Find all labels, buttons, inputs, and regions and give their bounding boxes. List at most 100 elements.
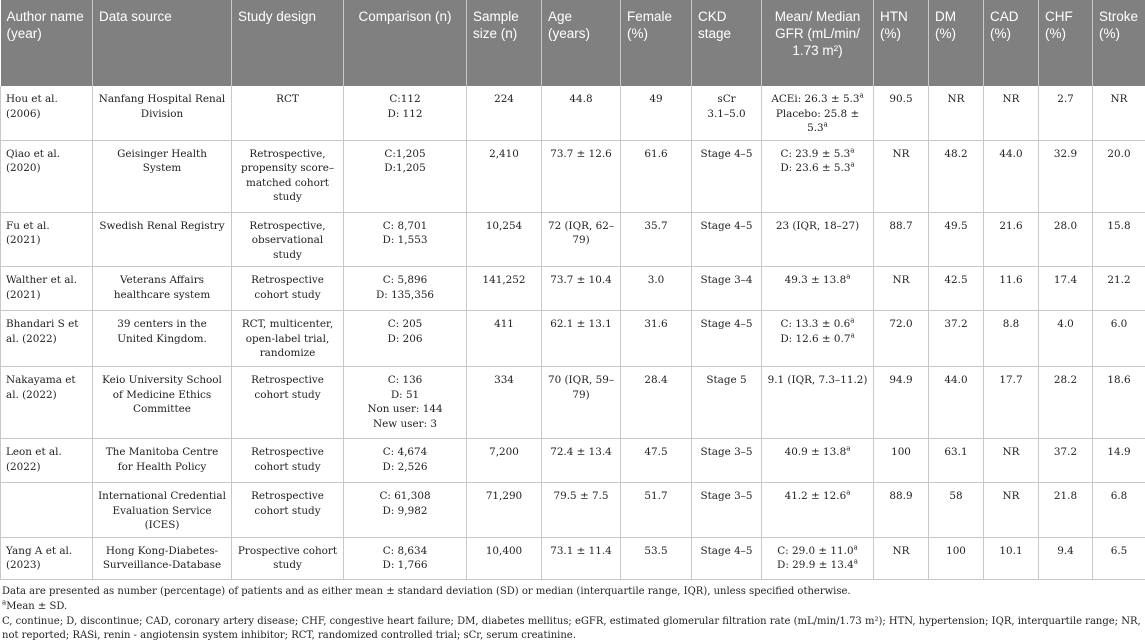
cell-gfr-text: Placebo: 25.8 ± 5.3: [776, 108, 859, 135]
cell-female: 49: [621, 86, 692, 140]
cell-htn: NR: [874, 140, 929, 212]
cell-ckd-stage-text: Stage 5: [706, 374, 746, 386]
superscript-mark: a: [859, 92, 863, 100]
cell-dm: 58: [929, 483, 984, 538]
cell-sample-size: 224: [467, 86, 542, 140]
cell-author: Walther et al. (2021): [1, 267, 93, 311]
cell-chf: 37.2: [1039, 439, 1093, 483]
cell-comparison-line: C: 8,634: [349, 544, 461, 559]
cell-data-source: Hong Kong-Diabetes-Surveillance-Database: [93, 537, 232, 579]
cell-ckd-stage-text: Stage 4–5: [700, 545, 752, 557]
cell-comparison-text: C: 61,308: [379, 490, 430, 502]
header-comparison: Comparison (n): [344, 0, 467, 86]
cell-comparison-line: D: 9,982: [349, 504, 461, 519]
cell-stroke: 14.9: [1093, 439, 1145, 483]
cell-htn: 100: [874, 439, 929, 483]
cell-ckd-stage-text: 3.1–5.0: [707, 108, 745, 120]
cell-comparison-line: D: 135,356: [349, 288, 461, 303]
cell-cad: 44.0: [984, 140, 1039, 212]
header-ckd-stage: CKD stage: [692, 0, 762, 86]
cell-female: 3.0: [621, 267, 692, 311]
cell-comparison-line: D: 1,553: [349, 233, 461, 248]
cell-chf: 9.4: [1039, 537, 1093, 579]
footnote-mean-sd-text: Mean ± SD.: [6, 601, 67, 612]
cell-ckd-stage-line: sCr: [697, 92, 756, 107]
cell-cad: 8.8: [984, 311, 1039, 367]
cell-comparison-line: D: 1,766: [349, 558, 461, 573]
cell-htn: NR: [874, 267, 929, 311]
cell-gfr-line: C: 29.0 ± 11.0a: [767, 544, 868, 559]
cell-dm: 49.5: [929, 212, 984, 267]
cell-comparison-text: D: 9,982: [383, 505, 428, 517]
cell-comparison-line: C: 136: [349, 373, 461, 388]
cell-ckd-stage-line: Stage 4–5: [697, 317, 756, 332]
table-row: Hou et al. (2006)Nanfang Hospital Renal …: [1, 86, 1145, 140]
cell-author: Yang A et al. (2023): [1, 537, 93, 579]
cell-stroke: 6.8: [1093, 483, 1145, 538]
footnote-abbreviations: C, continue; D, discontinue; CAD, corona…: [2, 615, 1143, 643]
cell-data-source: Veterans Affairs healthcare system: [93, 267, 232, 311]
cell-gfr-line: 23 (IQR, 18–27): [767, 219, 868, 234]
cell-gfr-text: 40.9 ± 13.8: [785, 446, 847, 458]
cell-comparison-text: D: 51: [391, 389, 419, 401]
cell-comparison: C: 4,674 D: 2,526: [344, 439, 467, 483]
cell-gfr-text: 49.3 ± 13.8: [785, 274, 847, 286]
cell-chf: 21.8: [1039, 483, 1093, 538]
cell-ckd-stage-line: Stage 4–5: [697, 219, 756, 234]
cell-female: 35.7: [621, 212, 692, 267]
cell-comparison-line: C: 5,896: [349, 273, 461, 288]
cell-ckd-stage-text: sCr: [717, 93, 735, 105]
superscript-mark: a: [824, 121, 828, 129]
cell-ckd-stage: Stage 3–5: [692, 483, 762, 538]
cell-stroke: 15.8: [1093, 212, 1145, 267]
cell-author: Nakayama et al. (2022): [1, 367, 93, 439]
cell-sample-size: 10,400: [467, 537, 542, 579]
study-characteristics-table: Author name (year) Data source Study des…: [0, 0, 1145, 580]
cell-ckd-stage: Stage 4–5: [692, 311, 762, 367]
cell-comparison-text: C: 5,896: [383, 274, 428, 286]
cell-comparison-text: D: 2,526: [383, 461, 428, 473]
cell-stroke: NR: [1093, 86, 1145, 140]
cell-gfr-line: D: 12.6 ± 0.7a: [767, 332, 868, 347]
cell-comparison-line: C: 4,674: [349, 445, 461, 460]
superscript-mark: a: [850, 331, 854, 339]
cell-ckd-stage-line: Stage 4–5: [697, 147, 756, 162]
cell-ckd-stage-text: Stage 4–5: [700, 220, 752, 232]
cell-age: 79.5 ± 7.5: [542, 483, 621, 538]
cell-cad: NR: [984, 439, 1039, 483]
cell-comparison-text: C: 4,674: [383, 446, 428, 458]
cell-cad: 11.6: [984, 267, 1039, 311]
cell-htn: 88.7: [874, 212, 929, 267]
cell-gfr-line: 49.3 ± 13.8a: [767, 273, 868, 288]
cell-dm: 44.0: [929, 367, 984, 439]
cell-age: 73.7 ± 10.4: [542, 267, 621, 311]
cell-study-design: Prospective cohort study: [232, 537, 344, 579]
cell-comparison-line: Non user: 144: [349, 402, 461, 417]
cell-comparison-text: C:1,205: [384, 148, 425, 160]
cell-gfr-text: C: 29.0 ± 11.0: [777, 545, 853, 557]
cell-data-source: Nanfang Hospital Renal Division: [93, 86, 232, 140]
cell-female: 31.6: [621, 311, 692, 367]
cell-sample-size: 10,254: [467, 212, 542, 267]
cell-ckd-stage-line: 3.1–5.0: [697, 107, 756, 122]
cell-comparison-line: D:1,205: [349, 161, 461, 176]
cell-gfr: 23 (IQR, 18–27): [762, 212, 874, 267]
cell-ckd-stage: Stage 3–4: [692, 267, 762, 311]
cell-ckd-stage-line: Stage 4–5: [697, 544, 756, 559]
cell-female: 28.4: [621, 367, 692, 439]
cell-comparison: C: 5,896 D: 135,356: [344, 267, 467, 311]
cell-cad: NR: [984, 86, 1039, 140]
header-female: Female (%): [621, 0, 692, 86]
cell-stroke: 18.6: [1093, 367, 1145, 439]
cell-gfr-text: 41.2 ± 12.6: [785, 490, 847, 502]
cell-gfr-line: D: 23.6 ± 5.3a: [767, 161, 868, 176]
superscript-mark: a: [850, 161, 854, 169]
cell-comparison-text: D: 112: [388, 108, 423, 120]
